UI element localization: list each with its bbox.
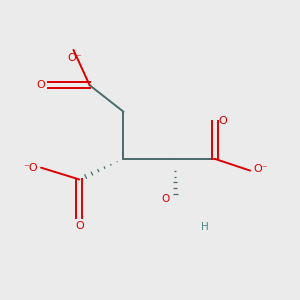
Text: O: O — [36, 80, 45, 90]
Text: O⁻: O⁻ — [68, 53, 82, 63]
Text: O: O — [75, 221, 84, 231]
Text: ⁻O: ⁻O — [23, 163, 38, 173]
Text: O⁻: O⁻ — [254, 164, 268, 174]
Text: O: O — [161, 194, 170, 204]
Text: H: H — [201, 222, 208, 232]
Text: O: O — [218, 116, 227, 126]
